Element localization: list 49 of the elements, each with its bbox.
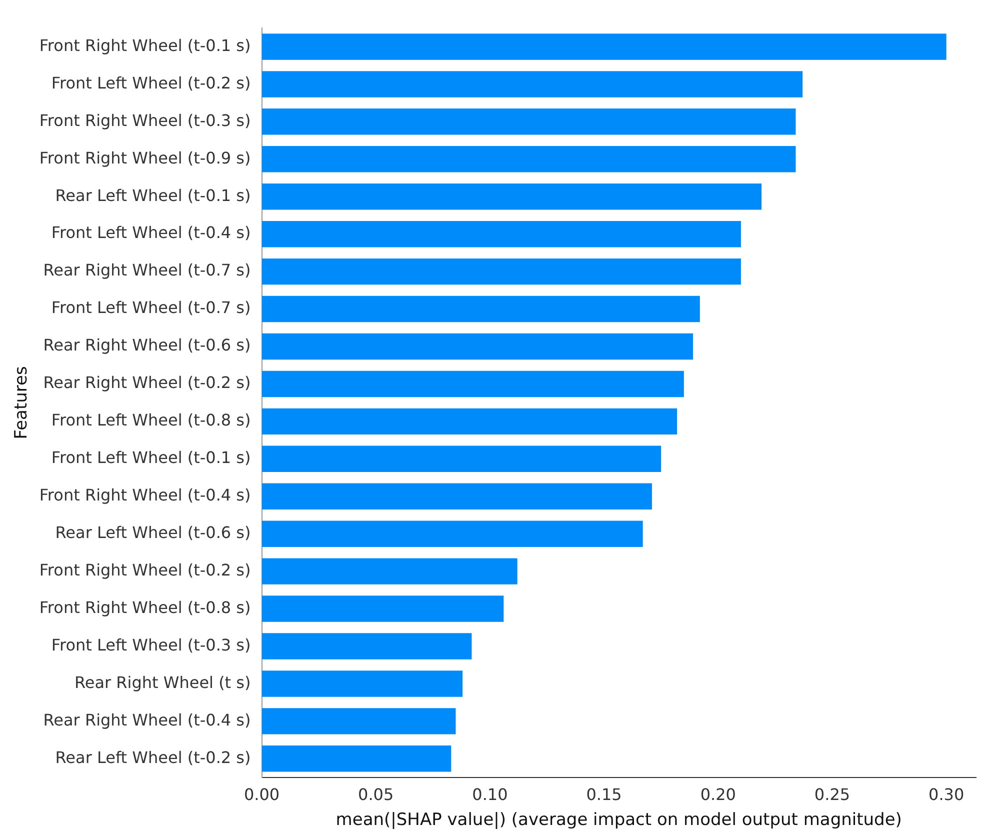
y-tick-label: Rear Left Wheel (t-0.6 s) bbox=[55, 523, 251, 542]
y-tick-label: Front Left Wheel (t-0.8 s) bbox=[51, 410, 251, 430]
y-tick-label: Front Left Wheel (t-0.4 s) bbox=[51, 223, 251, 242]
bar bbox=[262, 184, 762, 210]
bar bbox=[262, 258, 741, 285]
x-tick-label: 0.25 bbox=[814, 785, 850, 804]
bar bbox=[262, 520, 643, 547]
x-tick-label: 0.15 bbox=[586, 785, 622, 804]
y-tick-label: Front Left Wheel (t-0.3 s) bbox=[51, 635, 251, 654]
y-axis-title: Features bbox=[12, 366, 32, 440]
x-tick-label: 0.30 bbox=[928, 785, 964, 804]
bar bbox=[262, 146, 796, 172]
y-tick-label: Rear Right Wheel (t s) bbox=[74, 672, 251, 692]
x-tick-label: 0.20 bbox=[700, 785, 736, 804]
bar bbox=[262, 596, 504, 622]
y-tick-label: Front Right Wheel (t-0.4 s) bbox=[39, 486, 251, 505]
bar bbox=[262, 296, 700, 322]
bar bbox=[262, 71, 803, 98]
bar bbox=[262, 108, 796, 135]
x-axis-title: mean(|SHAP value|) (average impact on model output magnitude) bbox=[336, 810, 902, 830]
y-tick-label: Front Right Wheel (t-0.9 s) bbox=[39, 148, 251, 168]
y-tick-label: Rear Right Wheel (t-0.7 s) bbox=[43, 260, 251, 280]
bar bbox=[262, 34, 946, 60]
bar bbox=[262, 633, 472, 660]
bar bbox=[262, 708, 456, 734]
y-tick-label: Front Right Wheel (t-0.1 s) bbox=[39, 36, 251, 55]
x-tick-label: 0.05 bbox=[358, 785, 394, 804]
y-tick-label: Front Right Wheel (t-0.2 s) bbox=[39, 560, 251, 580]
y-tick-label: Rear Left Wheel (t-0.1 s) bbox=[55, 186, 251, 205]
bar bbox=[262, 333, 694, 360]
y-tick-label: Front Left Wheel (t-0.7 s) bbox=[51, 298, 251, 318]
y-tick-label: Rear Left Wheel (t-0.2 s) bbox=[55, 748, 251, 767]
bar bbox=[262, 220, 741, 248]
bar bbox=[262, 446, 662, 472]
y-tick-label: Front Left Wheel (t-0.1 s) bbox=[51, 448, 251, 468]
y-tick-label: Rear Right Wheel (t-0.4 s) bbox=[43, 710, 251, 730]
x-tick-label: 0.00 bbox=[244, 785, 280, 804]
bar bbox=[262, 370, 684, 398]
bar bbox=[262, 558, 518, 584]
bar bbox=[262, 670, 463, 697]
x-tick-label: 0.10 bbox=[472, 785, 508, 804]
y-tick-label: Front Right Wheel (t-0.3 s) bbox=[39, 110, 251, 130]
y-tick-label: Front Left Wheel (t-0.2 s) bbox=[51, 73, 251, 92]
bar bbox=[262, 746, 452, 772]
bar bbox=[262, 483, 652, 510]
y-tick-label: Rear Right Wheel (t-0.6 s) bbox=[43, 336, 251, 355]
bar bbox=[262, 408, 678, 435]
y-tick-label: Rear Right Wheel (t-0.2 s) bbox=[43, 373, 251, 392]
y-tick-label: Front Right Wheel (t-0.8 s) bbox=[39, 598, 251, 617]
